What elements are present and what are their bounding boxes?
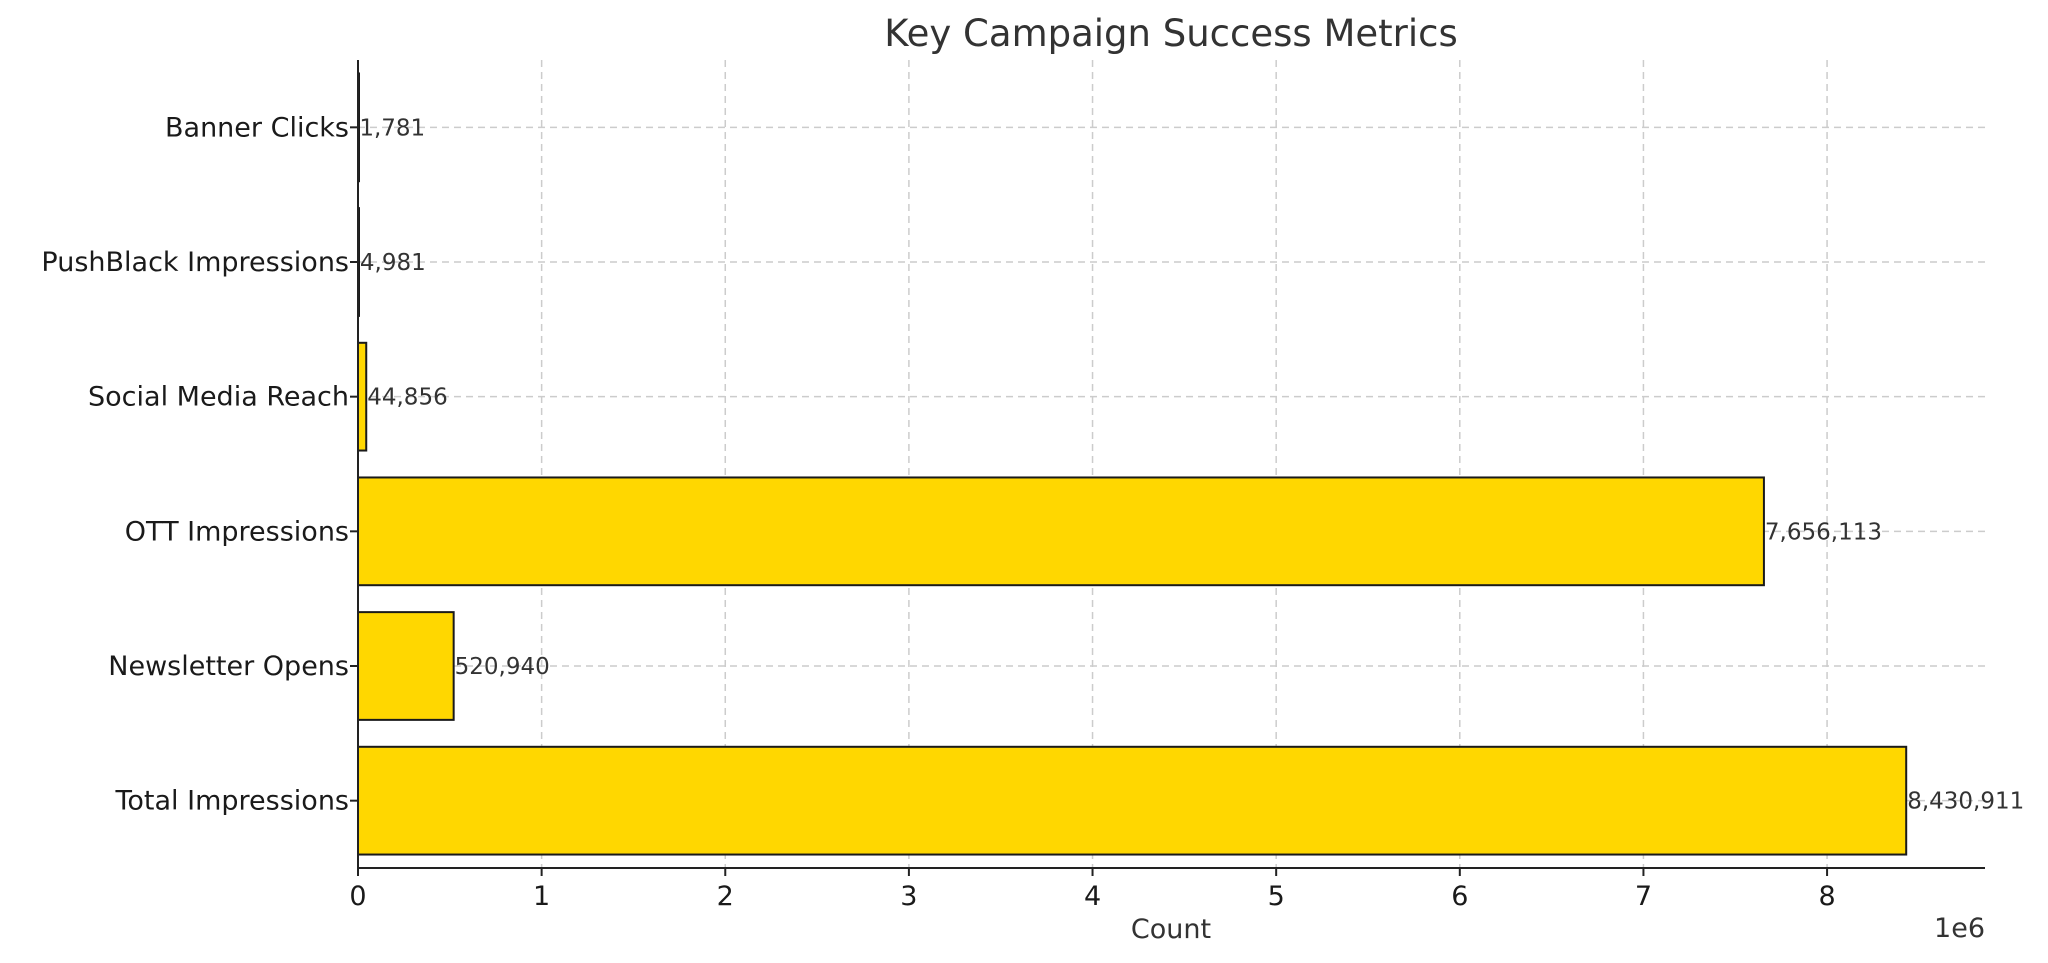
x-tick-label: 7 — [1635, 881, 1652, 912]
x-scale-label: 1e6 — [1934, 913, 1985, 944]
x-axis-label: Count — [1131, 914, 1211, 945]
x-ticks: 0 1 2 3 4 5 6 7 8 — [349, 868, 1836, 912]
data-label: 4,981 — [360, 250, 426, 276]
x-tick-label: 3 — [900, 881, 917, 912]
category-label: PushBlack Impressions — [41, 247, 349, 278]
x-tick-label: 5 — [1268, 881, 1285, 912]
category-label: Social Media Reach — [88, 382, 349, 413]
data-label: 1,781 — [359, 115, 425, 141]
bar — [357, 745, 1908, 856]
bar — [357, 341, 368, 452]
x-tick-label: 4 — [1084, 881, 1101, 912]
data-label: 7,656,113 — [1765, 519, 1882, 545]
chart-title: Key Campaign Success Metrics — [884, 12, 1458, 55]
category-labels: Total Impressions Newsletter Opens OTT Imp… — [41, 112, 358, 817]
category-label: OTT Impressions — [125, 516, 349, 547]
data-label: 44,856 — [367, 385, 447, 411]
bars — [357, 72, 1908, 856]
data-label: 520,940 — [455, 654, 550, 680]
data-label: 8,430,911 — [1907, 789, 2024, 815]
bar — [357, 611, 455, 721]
x-tick-label: 6 — [1451, 881, 1468, 912]
category-label: Banner Clicks — [165, 112, 349, 143]
grid — [357, 60, 1985, 868]
x-tick-label: 8 — [1818, 881, 1835, 912]
bar — [357, 476, 1765, 587]
category-label: Newsletter Opens — [108, 651, 349, 682]
x-tick-label: 0 — [349, 881, 366, 912]
category-label: Total Impressions — [115, 786, 350, 817]
x-tick-label: 1 — [533, 881, 550, 912]
data-labels: 8,430,911 520,940 7,656,113 44,856 4,981 1,78… — [359, 115, 2024, 814]
x-tick-label: 2 — [717, 881, 734, 912]
